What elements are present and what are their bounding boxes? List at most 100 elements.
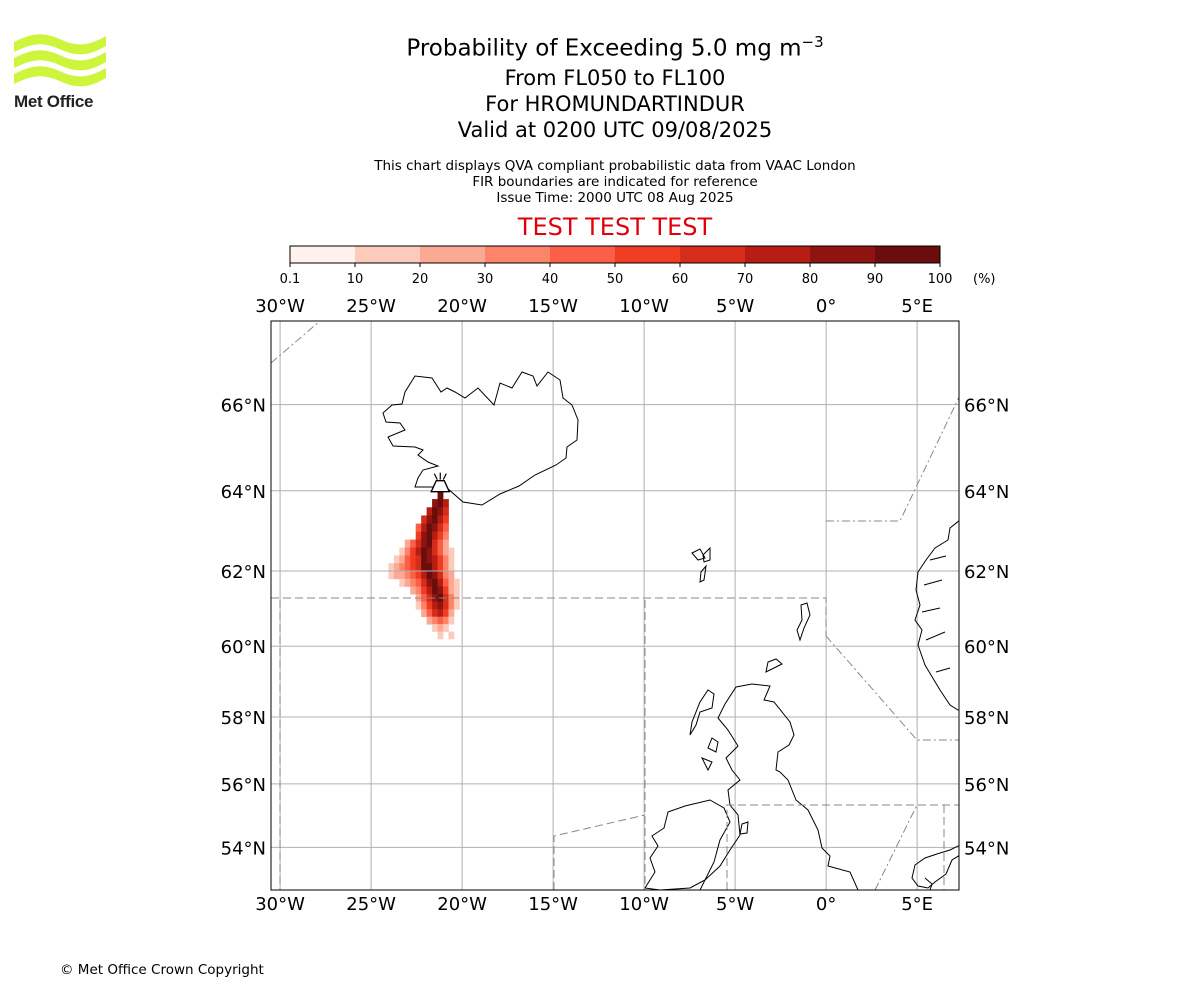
coastline-netherlands [924, 877, 933, 890]
plume-cell [432, 555, 438, 564]
plume-cell [432, 563, 438, 572]
plume-cell [432, 571, 438, 580]
longitude-label: 25°W [346, 894, 396, 915]
plume-cell [432, 601, 438, 610]
plume-cell [437, 586, 444, 595]
longitude-label: 20°W [437, 894, 487, 915]
title-line2: From FL050 to FL100 [504, 65, 726, 90]
plume-cell [426, 531, 433, 541]
plume-cell [415, 531, 422, 541]
colorbar-ticks: 0.1 10 20 30 40 50 60 70 80 90 100 [280, 263, 952, 287]
longitude-label: 20°W [437, 296, 487, 317]
plume-cell [421, 578, 428, 587]
plume-cell [443, 515, 449, 524]
plume-cell [448, 571, 455, 580]
longitude-label: 15°W [528, 296, 578, 317]
plume-cell [448, 586, 455, 595]
longitude-label: 5°E [901, 894, 933, 915]
coastline-norway [914, 520, 959, 711]
volcano-icon [430, 472, 451, 493]
plume-cell [437, 631, 444, 640]
plume-cell [432, 578, 438, 587]
colorbar-unit: (%) [973, 272, 996, 287]
plume-cell [437, 531, 444, 541]
plume-cell [426, 547, 433, 556]
plume-cell [443, 539, 449, 548]
plume-cell [415, 555, 422, 564]
plume-cell [437, 624, 444, 632]
plume-cell [443, 547, 449, 556]
plume-cell [426, 507, 433, 516]
plume-cell [426, 578, 433, 587]
colorbar-tick-label: 80 [802, 272, 819, 287]
coastline-iceland [382, 371, 579, 506]
longitude-label: 30°W [255, 894, 305, 915]
coastline-orkney [765, 658, 783, 673]
plume-cell [448, 631, 455, 640]
plume-cell [437, 571, 444, 580]
plume-cell [437, 555, 444, 564]
plume-cell [448, 547, 455, 556]
plume-cell [448, 563, 455, 572]
longitude-label: 10°W [619, 894, 669, 915]
longitude-label: 30°W [255, 296, 305, 317]
title-line4: Valid at 0200 UTC 09/08/2025 [457, 117, 773, 142]
plume-cell [421, 609, 428, 618]
plume-cell [432, 531, 438, 541]
plume-cell [437, 578, 444, 587]
plume-cell [421, 531, 428, 541]
colorbar-cell [745, 246, 811, 263]
plume-cell [443, 609, 449, 618]
latitude-labels: 66°N 66°N 64°N 64°N 62°N 62°N 60°N 60°N 58°N 58°N… [221, 396, 1010, 860]
plume-cell [410, 571, 417, 580]
plume-cell [410, 555, 417, 564]
plume-cell [415, 539, 422, 548]
coastline-denmark [911, 844, 959, 889]
plume-cell [421, 601, 428, 610]
plume-cell [426, 515, 433, 524]
coastline-hebrides [689, 689, 719, 772]
map-background [271, 321, 959, 890]
latitude-label: 62°N [221, 562, 266, 583]
plume-cell [393, 571, 400, 580]
map-frame [270, 320, 960, 891]
plume-cell [399, 547, 406, 556]
chart-title: Probability of Exceeding 5.0 mg m−3 From… [0, 26, 1200, 143]
plume-cell [437, 507, 444, 516]
copyright: © Met Office Crown Copyright [60, 962, 264, 978]
colorbar-tick-label: 40 [542, 272, 559, 287]
colorbar-cell [875, 246, 941, 263]
latitude-label: 64°N [964, 482, 1009, 503]
plume-cell [453, 578, 460, 587]
longitude-label: 0° [816, 894, 836, 915]
plume-cell [404, 555, 411, 564]
plume-cell [432, 523, 438, 533]
latitude-label: 64°N [221, 482, 266, 503]
plume-cell [448, 555, 455, 564]
volcano-smoke [433, 472, 447, 480]
colorbar-cell [355, 246, 421, 263]
latitude-label: 60°N [964, 637, 1009, 658]
plume-cell [437, 547, 444, 556]
plume-cell [448, 578, 455, 587]
plume-cell [404, 563, 411, 572]
plume-cell [453, 586, 460, 595]
colorbar-cell [420, 246, 486, 263]
colorbar-cell [615, 246, 681, 263]
plume-cell [432, 609, 438, 618]
plume-cell [426, 571, 433, 580]
plume-cell [399, 555, 406, 564]
plume-cell [421, 563, 428, 572]
fir-boundaries [271, 321, 959, 890]
title-line3: For HROMUNDARTINDUR [485, 91, 745, 116]
coastline-isle-of-man [739, 821, 749, 835]
plume-cell [415, 601, 422, 610]
plume-cell [404, 547, 411, 556]
plume-cell [432, 624, 438, 632]
plume-cell [448, 609, 455, 618]
plume-cell [443, 624, 449, 632]
plume-cell [421, 571, 428, 580]
plume-cell [421, 515, 428, 524]
plume-cell [437, 490, 444, 500]
latitude-label: 60°N [221, 637, 266, 658]
